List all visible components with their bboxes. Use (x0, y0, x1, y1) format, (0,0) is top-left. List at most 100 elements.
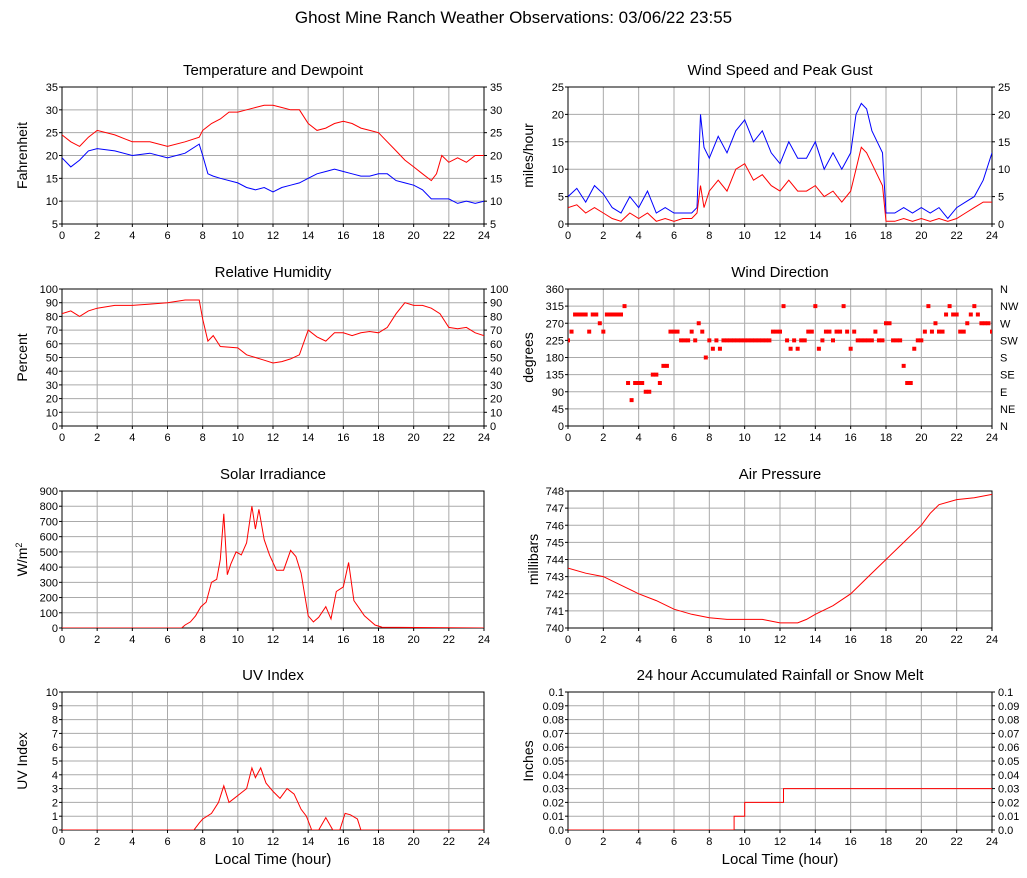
y-tick-label: 745 (546, 537, 564, 549)
data-point (947, 304, 952, 309)
chart-title: Air Pressure (739, 466, 822, 483)
y-axis-label: Inches (520, 740, 536, 781)
x-tick-label: 18 (372, 836, 384, 848)
y-tick-label-right: 80 (490, 311, 502, 323)
y-tick-label: 3 (52, 784, 58, 796)
data-point (576, 312, 581, 317)
y-axis-label: miles/hour (520, 123, 536, 188)
series-line-0 (62, 766, 484, 830)
data-point (862, 338, 867, 343)
x-tick-label: 20 (915, 634, 927, 646)
y-tick-label-right: 20 (490, 394, 502, 406)
data-point (884, 321, 888, 326)
y-tick-label: 7 (52, 728, 58, 740)
data-point (626, 380, 631, 385)
data-point (944, 312, 949, 317)
data-point (951, 312, 956, 317)
data-point (838, 329, 843, 334)
x-tick-label: 14 (302, 230, 314, 242)
data-point (675, 329, 680, 334)
chart-title: Wind Direction (731, 264, 829, 281)
x-tick-label: 0 (59, 634, 65, 646)
x-tick-label: 2 (600, 432, 606, 444)
y-tick-label: 30 (46, 105, 58, 117)
y-tick-label-right: 30 (490, 380, 502, 392)
x-tick-label: 14 (302, 432, 314, 444)
data-point (990, 329, 992, 334)
x-axis-label: Local Time (hour) (722, 851, 839, 868)
y-tick-label-right: 35 (490, 82, 502, 94)
x-tick-label: 24 (986, 836, 998, 848)
x-tick-label: 8 (706, 432, 712, 444)
data-point (919, 338, 924, 343)
x-tick-label: 16 (337, 230, 349, 242)
y-tick-label: 35 (46, 82, 58, 94)
x-tick-label: 4 (636, 836, 642, 848)
data-point (968, 312, 973, 317)
series-line-0 (568, 102, 992, 220)
x-tick-label: 14 (302, 836, 314, 848)
data-point (590, 312, 595, 317)
x-tick-label: 16 (845, 634, 857, 646)
data-point (710, 346, 715, 351)
data-point (940, 329, 945, 334)
data-point (873, 329, 878, 334)
y-tick-label: 400 (40, 562, 58, 574)
x-tick-label: 4 (129, 432, 135, 444)
y-axis-label-superscript: 2 (14, 543, 24, 548)
x-tick-label: 18 (880, 432, 892, 444)
y-tick-label-right: 15 (998, 137, 1010, 149)
x-tick-label: 12 (774, 836, 786, 848)
plot-frame (567, 490, 993, 629)
y-tick-label-right: 20 (490, 151, 502, 163)
x-tick-label: 24 (986, 432, 998, 444)
y-tick-label: 90 (46, 298, 58, 310)
y-tick-label: 0.1 (549, 687, 564, 699)
x-tick-label: 6 (164, 836, 170, 848)
x-tick-label: 14 (809, 230, 821, 242)
x-tick-label: 10 (739, 836, 751, 848)
series-line-1 (62, 143, 484, 204)
data-point (636, 380, 641, 385)
chart-title: Relative Humidity (215, 264, 332, 281)
y-tick-label: 740 (546, 623, 564, 635)
x-tick-label: 6 (164, 432, 170, 444)
data-point (647, 389, 652, 394)
y-tick-label: 0.01 (543, 811, 564, 823)
series-line-0 (568, 493, 992, 624)
data-point (848, 346, 853, 351)
data-point (894, 338, 899, 343)
y-tick-label-right: 10 (998, 164, 1010, 176)
data-point (760, 338, 765, 343)
y-tick-label: 20 (46, 394, 58, 406)
data-point (982, 321, 987, 326)
compass-label: NE (1000, 404, 1015, 416)
y-tick-label-right: 60 (490, 339, 502, 351)
x-tick-label: 10 (232, 432, 244, 444)
plot-frame (567, 691, 993, 831)
plot-frame (61, 490, 485, 629)
x-tick-label: 8 (706, 634, 712, 646)
y-tick-label: 5 (558, 192, 564, 204)
y-tick-label: 0 (558, 219, 564, 231)
x-tick-label: 24 (478, 432, 490, 444)
y-tick-label-right: 100 (490, 284, 508, 296)
series-line-0 (568, 788, 992, 830)
y-tick-label-right: 0.09 (998, 701, 1019, 713)
y-tick-label: 742 (546, 589, 564, 601)
data-point (608, 312, 613, 317)
data-point (792, 338, 797, 343)
y-tick-label: 30 (46, 380, 58, 392)
y-tick-label-right: 20 (998, 109, 1010, 121)
x-tick-label: 6 (671, 432, 677, 444)
y-tick-label: 9 (52, 701, 58, 713)
y-tick-label: 25 (46, 128, 58, 140)
compass-label: N (1000, 421, 1008, 433)
data-point (785, 338, 790, 343)
compass-label: N (1000, 284, 1008, 296)
y-tick-label: 225 (546, 335, 564, 347)
y-tick-label: 10 (552, 164, 564, 176)
